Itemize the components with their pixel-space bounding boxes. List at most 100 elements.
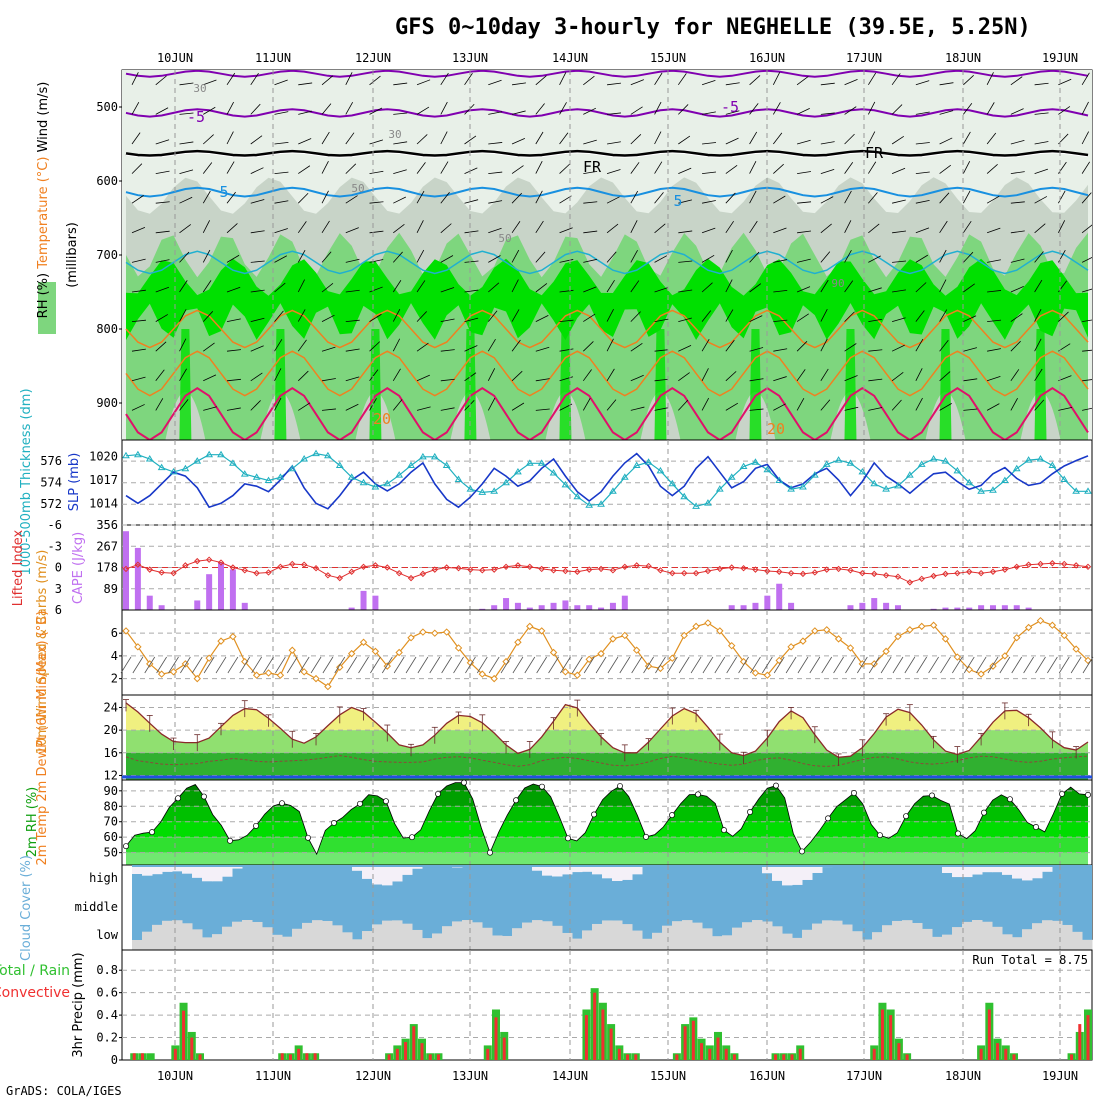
wind-barb [844, 79, 858, 86]
cloud-low-bar [1012, 937, 1023, 950]
wind-barb [844, 343, 857, 352]
wind-barb-10m [286, 656, 298, 674]
isotherm-minus5 [125, 108, 1089, 118]
wind-barb [963, 408, 978, 411]
thickness-point [407, 461, 415, 468]
series-lifted-line [125, 559, 1089, 583]
rh-point [409, 834, 415, 841]
slp-ylabel: SLP (mb) [67, 453, 82, 512]
wind-barb-10m [702, 656, 714, 674]
wind-barb [1058, 190, 1066, 204]
wind-barb [820, 368, 829, 382]
wind-point [1060, 631, 1068, 640]
cloud-low-bar [442, 926, 453, 950]
cloud-low-bar [452, 921, 463, 950]
lifted-point [894, 573, 902, 580]
cloud-low-bar [612, 920, 623, 950]
wind-barb [131, 404, 145, 411]
cloud-low-bar [772, 926, 783, 950]
rh-point [513, 797, 519, 804]
cloud-low-bar [962, 921, 973, 950]
thickness-point [1072, 487, 1081, 494]
wind-barb [250, 260, 265, 263]
bottom-date-label: 14JUN [552, 1069, 588, 1083]
cape-bar [241, 602, 248, 610]
lifted-point [241, 567, 248, 574]
lifted-point [776, 568, 783, 575]
wind-point [169, 668, 178, 676]
wind-barb [939, 82, 954, 86]
wind-barb [440, 192, 450, 204]
axis-label-part: 2m Temp 2m DewPt (6hr Min/Max) (°C) [35, 611, 50, 866]
wind-barb [583, 139, 597, 145]
cloud-low-bar [402, 923, 413, 950]
cloud-low-bar [362, 931, 373, 950]
wind-barb [725, 371, 737, 382]
top-date-label: 15JUN [650, 51, 686, 65]
cloud-high-gap [962, 867, 973, 878]
wind-barb [464, 400, 475, 411]
thickness-point [727, 473, 736, 480]
cloud-low-bar [862, 939, 873, 950]
thickness-point [846, 459, 855, 466]
thickness-point [525, 459, 534, 466]
cloud-low-bar [1072, 931, 1083, 950]
rh-point [123, 843, 129, 850]
cape-bar [894, 605, 901, 610]
lifted-point [1001, 566, 1009, 573]
wind-barb [891, 73, 901, 86]
thickness-point [573, 492, 582, 500]
cloud-low-bar [182, 923, 193, 950]
cape-bar [847, 605, 854, 610]
lifted-point [704, 567, 712, 575]
wind-barb [369, 139, 384, 145]
panel-thickness-slp: 572 574 576 1014 1017 1020 1000-500mb Thicknes… [19, 388, 1093, 576]
wind-barb [1081, 101, 1089, 115]
wind-barb [274, 200, 289, 204]
cape-bar [574, 605, 581, 610]
lifted-point [1072, 562, 1080, 569]
wind-barb [654, 72, 663, 86]
wind-barb [986, 403, 1000, 411]
cloud-low-bar [662, 925, 673, 950]
cape-bar [871, 598, 878, 610]
axis-label-part: 10m Wind Speed & Barbs (m/s) [35, 550, 50, 755]
wind-point [882, 647, 890, 656]
wind-point [941, 635, 950, 643]
cape-bar [1001, 605, 1008, 610]
wind-barb [891, 344, 905, 352]
cloud-high-gap [772, 867, 783, 881]
rh-band-90 [126, 258, 1088, 341]
wind-barb [701, 310, 712, 322]
precip-conv-bar [1086, 1015, 1090, 1060]
rh-point [1059, 790, 1065, 797]
lifted-point [918, 575, 925, 583]
wind-point [490, 674, 498, 683]
wind-barb [369, 75, 381, 86]
cloud-low-bar [842, 924, 853, 950]
wind-barb [298, 110, 312, 115]
thickness-point [395, 471, 404, 478]
contour-label: 20 [767, 420, 785, 438]
wind-barb [701, 368, 709, 381]
wind-barb-10m [381, 656, 393, 674]
wind-point [668, 654, 677, 662]
cloud-high-gap [382, 867, 393, 886]
precip-legend-total: Total / Rain [0, 963, 70, 979]
cloud-high-gap [812, 867, 823, 873]
wind-barb-10m [263, 656, 274, 674]
precip-conv-bar [486, 1048, 490, 1060]
wind-point [621, 631, 629, 640]
wind-barb [606, 196, 620, 204]
lifted-point [395, 569, 403, 577]
wind-barb [416, 280, 426, 293]
wind-barb [416, 311, 427, 322]
cloud-high-gap [952, 867, 963, 878]
wind-barb [939, 249, 947, 263]
cloud-high-gap [212, 867, 223, 882]
contour-label: 30 [388, 128, 401, 141]
wind-barb [1010, 397, 1018, 411]
cloud-low-bar [292, 928, 303, 950]
rh-point [747, 809, 753, 815]
cloud-low-bar [692, 922, 703, 950]
